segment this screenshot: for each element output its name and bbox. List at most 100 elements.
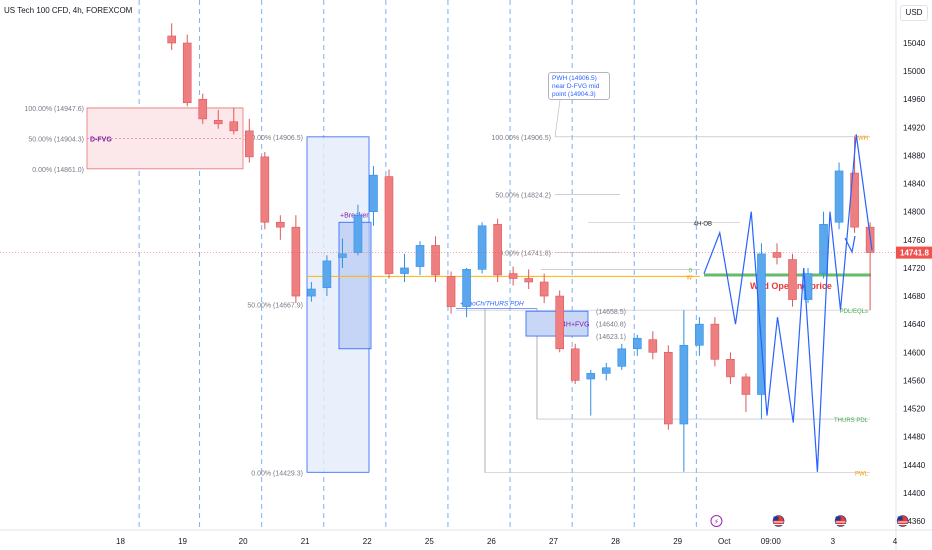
candle-body xyxy=(741,376,751,395)
breaker-zone xyxy=(338,221,372,350)
candle-body xyxy=(586,373,596,380)
flag-canton xyxy=(897,516,903,521)
candle-body xyxy=(788,259,797,300)
small-label: 0 xyxy=(689,268,693,274)
candle-body xyxy=(182,42,192,104)
time-tick-label: 29 xyxy=(673,537,682,546)
candle-body xyxy=(493,224,502,276)
pwh-note-line: point (14904.3) xyxy=(552,91,596,98)
price-tick-label: 14720 xyxy=(903,264,926,273)
candle-body xyxy=(384,176,394,274)
candle-body xyxy=(632,337,642,350)
candle-body xyxy=(819,224,828,274)
time-tick-label: 19 xyxy=(178,537,187,546)
fib-level-label: 100.00% (14906.5) xyxy=(491,135,551,142)
fib-level-label: 50.00% (14904.3) xyxy=(28,136,84,143)
currency-button[interactable]: USD xyxy=(900,5,928,21)
note-connector xyxy=(554,99,561,137)
candle-body xyxy=(679,344,689,425)
fib-level-label: 100.00% (14947.6) xyxy=(24,106,84,113)
pwh-note-line: PWH (14906.5) xyxy=(552,75,597,82)
candle-body xyxy=(213,120,223,125)
symbol-title[interactable]: US Tech 100 CFD, 4h, FOREXCOM xyxy=(4,6,133,15)
time-tick-label: 21 xyxy=(301,537,310,546)
thurs-pdl-label: THURS PDL xyxy=(834,418,869,424)
time-tick-label: 3 xyxy=(831,537,836,546)
time-tick-label: 4 xyxy=(893,537,898,546)
time-tick-label: Oct xyxy=(718,537,731,546)
price-tick-label: 14880 xyxy=(903,151,926,160)
price-tick-label: 14440 xyxy=(903,461,926,470)
candle-body xyxy=(446,276,456,307)
time-tick-label: 28 xyxy=(611,537,620,546)
current-price-label: 14741.8 xyxy=(900,249,929,258)
fib-level-label: 0.00% (14861.0) xyxy=(32,167,84,174)
pwh-label: PWH xyxy=(854,136,868,142)
pwl-label: PWL xyxy=(855,471,869,477)
ob-label: 4H-OB xyxy=(694,221,712,227)
candle-body xyxy=(307,288,316,297)
small-label: W xyxy=(686,275,692,281)
price-tick-label: 14560 xyxy=(903,376,926,385)
fib-level-label: 0.00% (14741.8) xyxy=(499,251,551,258)
fvg-4h-label: 4H+FVG xyxy=(562,322,589,329)
time-tick-label: 22 xyxy=(363,537,372,546)
projection-arrowhead xyxy=(844,235,856,254)
candle-body xyxy=(229,121,239,132)
fvg-price-label: (14623.1) xyxy=(596,334,626,341)
candle-body xyxy=(570,348,580,381)
price-tick-label: 14640 xyxy=(903,320,926,329)
candle-body xyxy=(400,267,409,274)
time-tick-label: 25 xyxy=(425,537,434,546)
candle-body xyxy=(338,253,347,258)
candle-body xyxy=(167,35,176,44)
time-tick-label: 27 xyxy=(549,537,558,546)
candle-body xyxy=(260,156,270,223)
fib-level-label: 100.00% (14906.5) xyxy=(243,135,303,142)
price-tick-label: 14920 xyxy=(903,123,926,132)
price-tick-label: 14680 xyxy=(903,292,926,301)
candle-body xyxy=(803,273,813,300)
pwh-note-line: near D-FVG mid xyxy=(552,83,600,90)
flag-canton xyxy=(835,516,841,521)
candle-body xyxy=(477,225,487,270)
candle-body xyxy=(198,98,208,120)
candle-body xyxy=(415,245,425,267)
candle-body xyxy=(772,252,782,258)
time-tick-label: 09:00 xyxy=(761,537,782,546)
price-tick-label: 14520 xyxy=(903,405,926,414)
pwh-note-box: PWH (14906.5) near D-FVG mid point (1490… xyxy=(548,72,610,100)
price-tick-label: 15040 xyxy=(903,39,926,48)
fib-level-label: 0.00% (14429.3) xyxy=(251,470,303,477)
candle-body xyxy=(539,281,549,297)
candle-body xyxy=(710,323,720,360)
candle-body xyxy=(322,260,332,288)
time-tick-label: 20 xyxy=(239,537,248,546)
candle-body xyxy=(369,174,378,213)
price-tick-label: 14760 xyxy=(903,236,926,245)
candle-body xyxy=(508,273,518,279)
candle-body xyxy=(601,367,611,374)
price-tick-label: 14400 xyxy=(903,489,926,498)
candle-body xyxy=(462,269,471,307)
candle-body xyxy=(664,351,673,425)
candle-body xyxy=(648,339,658,353)
flag-canton xyxy=(773,516,779,521)
candle-body xyxy=(617,348,627,367)
price-tick-label: 14960 xyxy=(903,95,926,104)
candle-body xyxy=(695,323,704,346)
candle-body xyxy=(524,278,533,283)
earnings-glyph: ⚡ xyxy=(714,518,719,526)
price-tick-label: 14800 xyxy=(903,208,926,217)
candle-body xyxy=(291,226,301,297)
price-tick-label: 15000 xyxy=(903,67,926,76)
projection-path xyxy=(703,134,873,472)
candle-body xyxy=(757,253,766,395)
fib-level-label: 50.00% (14667.9) xyxy=(247,303,303,310)
candle-body xyxy=(726,359,735,378)
candle-body xyxy=(353,214,363,253)
price-tick-label: 14480 xyxy=(903,433,926,442)
candle-body xyxy=(276,221,285,228)
